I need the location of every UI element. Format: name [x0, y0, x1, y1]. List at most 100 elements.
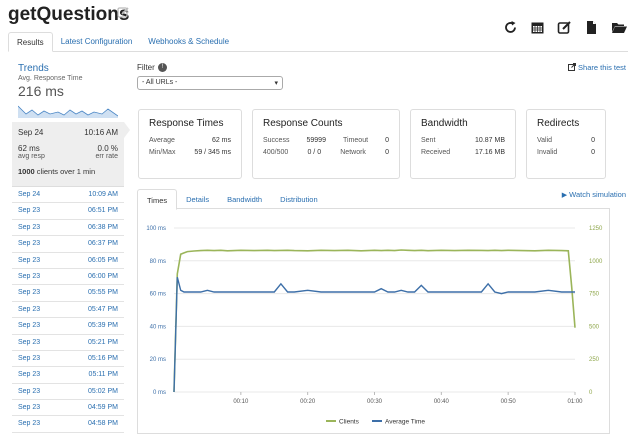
tab-bandwidth[interactable]: Bandwidth: [227, 195, 263, 204]
y-left-tick-label: 20 ms: [150, 357, 166, 363]
timeout-label: Timeout: [343, 137, 369, 144]
run-time: 05:47 PM: [88, 305, 118, 313]
watch-simulation-link[interactable]: ▶ Watch simulation: [562, 190, 626, 199]
run-time: 05:55 PM: [88, 289, 118, 297]
minmax-value: 59 / 345 ms: [194, 149, 231, 156]
list-item[interactable]: Sep 24 10:09 AM: [12, 187, 124, 204]
x-tick-label: 00:30: [367, 399, 383, 405]
list-item[interactable]: Sep 23 05:11 PM: [12, 367, 124, 384]
bandwidth-card: Bandwidth Sent 10.87 MB Received 17.16 MB: [410, 109, 516, 179]
y-left-tick-label: 40 ms: [150, 324, 166, 330]
edit-icon[interactable]: [557, 20, 572, 35]
run-date: Sep 23: [18, 305, 41, 313]
run-date: Sep 23: [18, 240, 41, 248]
selected-run-date: Sep 24: [18, 128, 44, 137]
chart-tabs: Times Details Bandwidth Distribution: [137, 189, 610, 210]
valid-row: Valid 0: [537, 137, 595, 144]
calendar-icon[interactable]: [530, 20, 545, 35]
response-times-card: Response Times Average 62 ms Min/Max 59 / …: [138, 109, 242, 179]
url-filter-value: - All URLs -: [142, 79, 178, 86]
list-item[interactable]: Sep 23 05:02 PM: [12, 384, 124, 401]
y-right-tick-label: 1250: [589, 226, 603, 232]
invalid-value: 0: [591, 149, 595, 156]
url-filter-select[interactable]: - All URLs - ▾: [137, 76, 283, 90]
share-test-link[interactable]: Share this test: [567, 63, 626, 72]
run-date: Sep 23: [18, 404, 41, 412]
sent-label: Sent: [421, 137, 436, 144]
list-item[interactable]: Sep 23 04:58 PM: [12, 416, 124, 433]
http-errors-value: 0 / 0: [307, 149, 322, 156]
redirects-title: Redirects: [537, 118, 580, 129]
list-item[interactable]: Sep 23 04:59 PM: [12, 400, 124, 417]
run-time: 06:37 PM: [88, 240, 118, 248]
valid-label: Valid: [537, 137, 553, 144]
run-date: Sep 23: [18, 207, 41, 215]
list-item[interactable]: Sep 23 06:51 PM: [12, 203, 124, 220]
play-icon: ▶: [561, 192, 568, 199]
run-date: Sep 24: [18, 191, 41, 198]
run-time: 06:51 PM: [88, 207, 118, 215]
sent-value: 10.87 MB: [475, 137, 505, 144]
y-right-tick-label: 750: [589, 292, 600, 298]
run-time: 05:21 PM: [88, 338, 118, 346]
toolbar: [503, 20, 627, 35]
bandwidth-title: Bandwidth: [421, 118, 468, 129]
valid-value: 0: [591, 137, 595, 144]
trends-value: 216 ms: [18, 83, 64, 99]
folder-open-icon[interactable]: [611, 20, 627, 35]
run-date: Sep 23: [18, 338, 41, 346]
watch-simulation-label: Watch simulation: [569, 190, 626, 199]
filter-label-text: Filter: [137, 63, 155, 72]
trends-panel[interactable]: Trends Avg. Response Time 216 ms: [12, 59, 124, 122]
network-value: 0: [385, 149, 389, 156]
run-date: Sep 23: [18, 354, 41, 362]
series-line-clients: [173, 249, 576, 393]
sidebar: Trends Avg. Response Time 216 ms Sep 24 …: [12, 59, 130, 436]
document-icon[interactable]: [584, 20, 599, 35]
edit-title-icon[interactable]: [117, 6, 130, 19]
average-value: 62 ms: [211, 137, 231, 144]
response-times-title: Response Times: [149, 118, 224, 129]
tab-distribution[interactable]: Distribution: [280, 195, 318, 204]
run-time: 05:39 PM: [88, 322, 118, 330]
timeout-value: 0: [385, 137, 389, 144]
received-row: Received 17.16 MB: [421, 149, 505, 156]
average-label: Average: [149, 137, 175, 144]
run-time: 06:00 PM: [88, 272, 118, 280]
list-item[interactable]: Sep 23 05:47 PM: [12, 302, 124, 319]
clients-count: 1000: [18, 167, 35, 176]
list-item[interactable]: Sep 23 06:38 PM: [12, 220, 124, 237]
y-right-tick-label: 250: [589, 357, 600, 363]
list-item[interactable]: Sep 23 05:21 PM: [12, 335, 124, 351]
tab-times[interactable]: Times: [137, 189, 178, 210]
list-item[interactable]: Sep 23 06:05 PM: [12, 253, 124, 269]
page-title: getQuestions: [8, 4, 130, 25]
trends-sparkline: [18, 105, 118, 118]
y-left-tick-label: 100 ms: [146, 226, 166, 232]
trends-title[interactable]: Trends: [18, 63, 49, 74]
response-time-chart: 0 ms 0 20 ms 250 40 ms 500 60 ms 750 80 ms 1000 10…: [146, 226, 603, 426]
average-row: Average 62 ms: [149, 137, 231, 144]
series-line-average-time: [173, 277, 575, 393]
run-date: Sep 23: [18, 223, 41, 231]
x-tick-label: 00:50: [501, 399, 517, 405]
y-right-tick-label: 1000: [589, 259, 603, 265]
list-item[interactable]: Sep 23 05:16 PM: [12, 351, 124, 368]
list-item[interactable]: Sep 23 05:55 PM: [12, 285, 124, 302]
list-item[interactable]: Sep 23 06:37 PM: [12, 236, 124, 253]
run-time: 05:16 PM: [88, 354, 118, 362]
x-tick-label: 00:10: [233, 399, 249, 405]
tab-results[interactable]: Results: [8, 32, 53, 52]
list-item[interactable]: Sep 23 06:00 PM: [12, 269, 124, 286]
list-item[interactable]: Sep 23 05:39 PM: [12, 318, 124, 335]
info-icon[interactable]: !: [157, 63, 167, 73]
selection-caret: [124, 122, 130, 138]
tab-latest-configuration[interactable]: Latest Configuration: [60, 37, 133, 46]
x-tick-label: 01:00: [567, 399, 583, 405]
tab-webhooks-schedule[interactable]: Webhooks & Schedule: [148, 37, 230, 46]
refresh-icon[interactable]: [503, 20, 518, 35]
http-errors-label: 400/500: [263, 149, 289, 156]
run-time: 05:11 PM: [88, 371, 118, 379]
tab-details[interactable]: Details: [186, 195, 210, 204]
x-tick-label: 00:40: [434, 399, 450, 405]
